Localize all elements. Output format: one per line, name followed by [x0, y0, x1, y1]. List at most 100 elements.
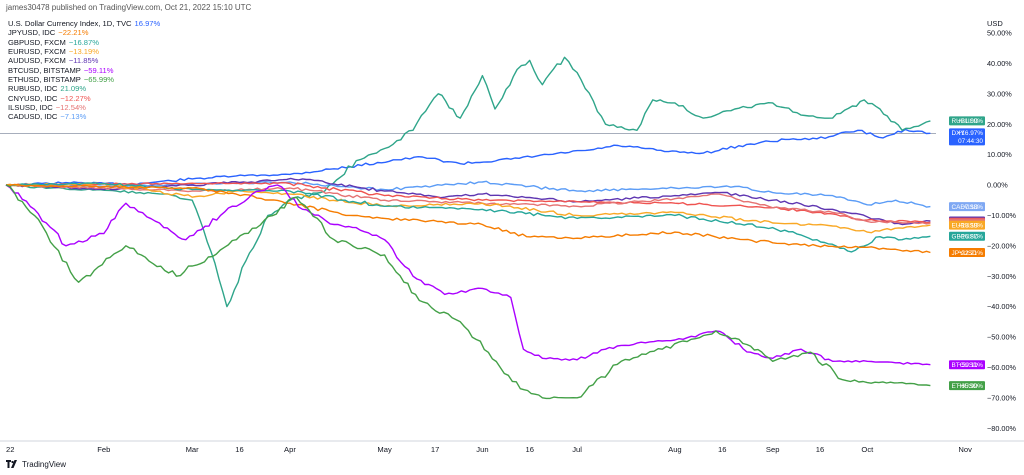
badge-value: −59.11%: [958, 362, 983, 369]
x-tick-label: Sep: [766, 445, 780, 454]
badge-background: [949, 231, 985, 241]
legend-item-name: BTCUSD, BITSTAMP: [8, 65, 81, 75]
y-tick-label: −40.00%: [987, 302, 1017, 311]
legend-item[interactable]: ETHUSD, BITSTAMP −65.99%: [8, 75, 160, 84]
y-tick-label: 20.00%: [987, 120, 1012, 129]
x-tick-label: Jul: [572, 445, 582, 454]
y-tick-label: 0.00%: [987, 181, 1008, 190]
badge-symbol: GBPUSD: [952, 234, 979, 241]
y-tick-label: −60.00%: [987, 363, 1017, 372]
legend-item-value: −13.19%: [68, 47, 100, 57]
series-line-dxy[interactable]: [5, 128, 931, 187]
legend-item-value: 16.97%: [134, 19, 161, 28]
price-badges-layer: RUBUSD+21.09% DXY+16.97%07:44:30 CADUSD−7.…: [949, 116, 985, 391]
y-tick-label: −80.00%: [987, 424, 1017, 433]
badge-background: [949, 128, 985, 146]
series-line-cnyusd[interactable]: [5, 181, 931, 224]
legend-item-value: −7.13%: [60, 112, 87, 122]
legend-item-name: ETHUSD, BITSTAMP: [8, 75, 81, 85]
legend-item[interactable]: ILSUSD, IDC −12.54%: [8, 103, 160, 112]
y-tick-label: 40.00%: [987, 59, 1012, 68]
price-badge-ethusd[interactable]: ETHUSD−65.99%: [949, 381, 985, 391]
badge-value: −65.99%: [958, 383, 984, 390]
x-tick-label: 22: [6, 445, 14, 454]
series-layer: [5, 56, 931, 400]
badge-background: [949, 220, 985, 230]
y-tick-label: −20.00%: [987, 241, 1017, 250]
badge-symbol: CADUSD: [952, 204, 979, 211]
badge-symbol: ETHUSD: [952, 383, 979, 390]
legend-item[interactable]: U.S. Dollar Currency Index, 1D, TVC 16.97…: [8, 19, 160, 28]
legend-item-name: EURUSD, FXCM: [8, 47, 66, 57]
series-line-rubusd[interactable]: [5, 56, 931, 308]
y-tick-label: −70.00%: [987, 393, 1017, 402]
badge-value: −13.19%: [958, 222, 984, 229]
badge-symbol: JPYUSD: [952, 250, 978, 257]
tradingview-brand[interactable]: TradingView: [6, 459, 67, 469]
legend-item-value: −12.27%: [60, 93, 91, 103]
x-tick-label: May: [377, 445, 392, 454]
badge-value: +21.09%: [958, 118, 984, 125]
legend-item[interactable]: AUDUSD, FXCM −11.85%: [8, 56, 160, 65]
chart-legend: U.S. Dollar Currency Index, 1D, TVC 16.97…: [8, 19, 160, 122]
series-line-btcusd[interactable]: [5, 184, 931, 366]
x-tick-label: Mar: [186, 445, 200, 454]
badge-symbol: RUBUSD: [952, 118, 979, 125]
legend-item[interactable]: JPYUSD, IDC −22.21%: [8, 28, 160, 37]
x-tick-label: 17: [431, 445, 439, 454]
legend-item-value: −59.11%: [83, 65, 114, 75]
legend-item-name: GBPUSD, FXCM: [8, 37, 66, 47]
legend-item[interactable]: BTCUSD, BITSTAMP −59.11%: [8, 66, 160, 75]
legend-item[interactable]: RUBUSD, IDC 21.09%: [8, 84, 160, 93]
tradingview-brand-text: TradingView: [22, 460, 67, 469]
series-line-ethusd[interactable]: [5, 184, 931, 400]
badge-value: −22.21%: [958, 250, 984, 257]
price-badge-rubusd[interactable]: RUBUSD+21.09%: [949, 116, 985, 126]
series-line-jpyusd[interactable]: [5, 183, 931, 254]
series-line-eurusd[interactable]: [5, 182, 931, 234]
price-badge-jpyusd[interactable]: JPYUSD−22.21%: [949, 248, 985, 258]
badge-symbol: DXY: [952, 130, 966, 137]
y-tick-label: 30.00%: [987, 89, 1012, 98]
x-tick-label: 16: [235, 445, 243, 454]
badge-background: [949, 248, 985, 258]
price-badge-btcusd[interactable]: BTCUSD−59.11%: [949, 360, 985, 370]
price-badge-eurusd[interactable]: EURUSD−13.19%: [949, 220, 985, 230]
y-tick-label: −50.00%: [987, 333, 1017, 342]
y-tick-label: 50.00%: [987, 29, 1012, 38]
badge-background: [949, 381, 985, 391]
legend-item[interactable]: CNYUSD, IDC −12.27%: [8, 94, 160, 103]
x-tick-label: Apr: [284, 445, 296, 454]
legend-item-name: ILSUSD, IDC: [8, 103, 53, 113]
legend-item[interactable]: GBPUSD, FXCM −16.87%: [8, 38, 160, 47]
badge-background: [949, 116, 985, 126]
series-line-ilsusd[interactable]: [5, 184, 931, 225]
legend-item-name: AUDUSD, FXCM: [8, 56, 66, 66]
x-tick-label: Feb: [97, 445, 110, 454]
badge-background: [949, 360, 985, 370]
badge-value: −16.87%: [958, 234, 984, 241]
price-badge-dxy[interactable]: DXY+16.97%07:44:30: [949, 128, 985, 146]
series-line-cadusd[interactable]: [5, 180, 931, 208]
x-tick-label: 16: [526, 445, 534, 454]
y-tick-label: −30.00%: [987, 272, 1017, 281]
price-badge-cadusd[interactable]: CADUSD−7.13%: [949, 202, 985, 212]
x-tick-label: Nov: [958, 445, 972, 454]
axes-layer: 22 Feb Mar 16 Apr May 17 Jun 16 Jul Aug 16 Sep 16 Oct N…: [0, 29, 1024, 454]
legend-item[interactable]: CADUSD, IDC −7.13%: [8, 112, 160, 121]
badge-symbol: EURUSD: [952, 222, 979, 229]
legend-item-name: U.S. Dollar Currency Index, 1D, TVC: [8, 19, 132, 28]
legend-item-value: 21.09%: [60, 84, 87, 94]
badge-background: [949, 202, 985, 212]
legend-item-name: JPYUSD, IDC: [8, 28, 56, 38]
legend-item-name: RUBUSD, IDC: [8, 84, 58, 94]
x-tick-label: 16: [816, 445, 824, 454]
legend-item[interactable]: EURUSD, FXCM −13.19%: [8, 47, 160, 56]
badge-symbol: BTCUSD: [952, 362, 979, 369]
price-badge-gbpusd[interactable]: GBPUSD−16.87%: [949, 231, 985, 241]
badge-value: +16.97%: [958, 130, 984, 137]
legend-item-value: −65.99%: [83, 75, 115, 85]
x-tick-label: Oct: [861, 445, 874, 454]
x-tick-label: Aug: [668, 445, 682, 454]
